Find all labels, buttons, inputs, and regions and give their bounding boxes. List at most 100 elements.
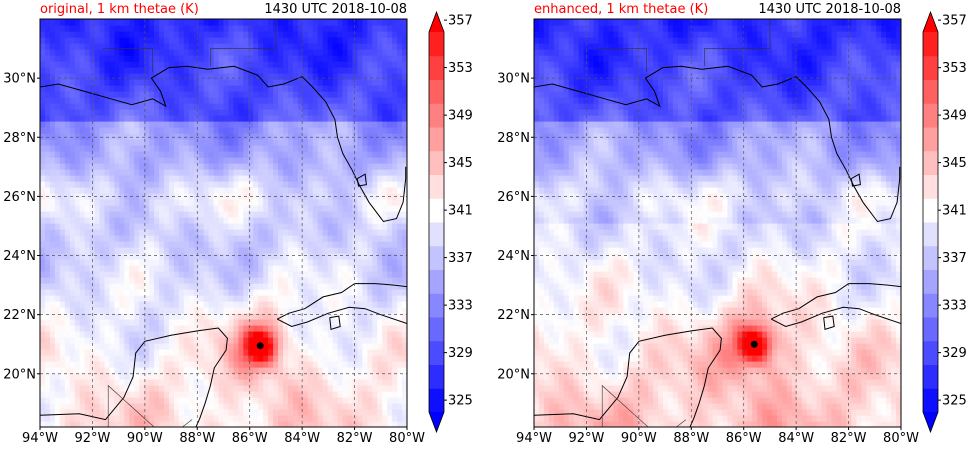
x-tick-label-7: 80°W	[883, 431, 919, 446]
map-enhanced: 94°W 92°W 90°W 88°W 86°W 84°W 82°W 80°W 20°N 22°N…	[497, 10, 967, 446]
x-tick-label-5: 84°W	[284, 431, 320, 446]
colorbar-segment-10	[429, 150, 444, 175]
colorbar-segment-13	[923, 79, 938, 104]
colorbar-tick-label-3: 337	[448, 251, 473, 266]
x-tick-label-2: 90°W	[621, 431, 657, 446]
colorbar-tick-label-2: 333	[448, 299, 473, 314]
borders	[596, 19, 771, 427]
colorbar-tick-label-4: 341	[448, 204, 473, 219]
y-tick-label-0: 20°N	[497, 367, 530, 382]
border-1	[675, 419, 687, 427]
gridlines	[40, 19, 407, 427]
x-tick-label-0: 94°W	[22, 431, 58, 446]
coastline-3	[770, 306, 901, 328]
y-tick-label-3: 26°N	[3, 190, 36, 205]
colorbar-segment-14	[923, 55, 938, 80]
colorbar-segment-7	[923, 222, 938, 247]
x-tick-label-3: 88°W	[179, 431, 215, 446]
x-tick-label-7: 80°W	[389, 431, 425, 446]
colorbar-tick-label-5: 345	[448, 156, 473, 171]
coastlines	[40, 65, 407, 427]
y-tick-label-5: 30°N	[3, 72, 36, 87]
colorbar-outline	[428, 10, 445, 434]
colorbar-segment-0	[429, 388, 444, 413]
colorbar-tick-label-6: 349	[448, 109, 473, 124]
y-tick-label-0: 20°N	[3, 367, 36, 382]
gridlines	[534, 19, 901, 427]
colorbar-segment-3	[429, 317, 444, 342]
colorbar-tick-label-7: 353	[942, 61, 967, 76]
x-tick-label-6: 82°W	[831, 431, 867, 446]
coastline-3	[276, 306, 407, 328]
border-2	[210, 19, 277, 67]
border-2	[704, 19, 771, 67]
time-label-enhanced: 1430 UTC 2018-10-08	[758, 2, 901, 17]
thetae-field	[534, 19, 901, 427]
colorbar-segment-1	[923, 364, 938, 389]
colorbar-tick-label-8: 357	[942, 14, 967, 29]
colorbar-extend-max	[923, 12, 938, 32]
colorbar-segment-15	[429, 32, 444, 57]
chart-title-enhanced: enhanced, 1 km thetae (K)	[534, 2, 709, 17]
map-frame	[533, 18, 902, 428]
coastline-4	[823, 315, 835, 331]
colorbar-segment-6	[429, 245, 444, 270]
time-label-original: 1430 UTC 2018-10-08	[264, 2, 407, 17]
y-tick-label-1: 22°N	[3, 308, 36, 323]
colorbar-tick-label-0: 325	[448, 394, 473, 409]
colorbar-segment-10	[923, 150, 938, 175]
coastline-4	[329, 315, 341, 331]
colorbar-extend-min	[923, 412, 938, 432]
colorbar-segment-2	[429, 340, 444, 365]
coastline-5	[850, 173, 861, 187]
colorbar-tick-label-4: 341	[942, 204, 967, 219]
colorbar-tick-label-7: 353	[448, 61, 473, 76]
colorbar-segment-12	[429, 103, 444, 128]
colorbar-segment-14	[429, 55, 444, 80]
y-tick-label-2: 24°N	[3, 249, 36, 264]
colorbar-tick-label-1: 329	[942, 346, 967, 361]
coastline-5	[356, 173, 367, 187]
colorbar: 325 329 333 337 341 345 349 353 357	[428, 10, 473, 434]
coastline-0	[534, 65, 901, 223]
y-tick-label-1: 22°N	[497, 308, 530, 323]
colorbar-tick-label-3: 337	[942, 251, 967, 266]
y-tick-label-4: 28°N	[497, 131, 530, 146]
coastline-1	[534, 327, 722, 427]
colorbar-segment-7	[429, 222, 444, 247]
colorbar-tick-label-6: 349	[942, 109, 967, 124]
coastline-2	[276, 283, 407, 320]
colorbar-segment-8	[923, 198, 938, 223]
colorbar-segment-4	[429, 293, 444, 318]
border-0	[601, 384, 649, 427]
colorbar-segment-11	[429, 127, 444, 152]
coastline-2	[770, 283, 901, 320]
x-tick-label-3: 88°W	[673, 431, 709, 446]
colorbar-segment-2	[923, 340, 938, 365]
y-tick-label-3: 26°N	[497, 190, 530, 205]
colorbar-tick-label-5: 345	[942, 156, 967, 171]
colorbar-extend-min	[429, 412, 444, 432]
coastline-0	[40, 65, 407, 223]
chart-title-original: original, 1 km thetae (K)	[40, 2, 199, 17]
map-original: 94°W 92°W 90°W 88°W 86°W 84°W 82°W 80°W 20°N 22°N…	[3, 10, 473, 446]
colorbar-segment-12	[923, 103, 938, 128]
x-tick-label-2: 90°W	[127, 431, 163, 446]
storm-center-marker	[750, 340, 758, 348]
x-tick-label-5: 84°W	[778, 431, 814, 446]
y-tick-label-4: 28°N	[3, 131, 36, 146]
colorbar-tick-label-0: 325	[942, 394, 967, 409]
coastline-1	[40, 327, 228, 427]
border-3	[102, 48, 153, 73]
coastlines	[534, 65, 901, 427]
thetae-field	[40, 19, 407, 427]
border-0	[107, 384, 155, 427]
border-1	[181, 419, 193, 427]
x-tick-label-0: 94°W	[516, 431, 552, 446]
colorbar-segment-3	[923, 317, 938, 342]
y-tick-label-2: 24°N	[497, 249, 530, 264]
colorbar-segment-8	[429, 198, 444, 223]
x-tick-label-4: 86°W	[726, 431, 762, 446]
colorbar-segment-11	[923, 127, 938, 152]
colorbar-tick-label-8: 357	[448, 14, 473, 29]
